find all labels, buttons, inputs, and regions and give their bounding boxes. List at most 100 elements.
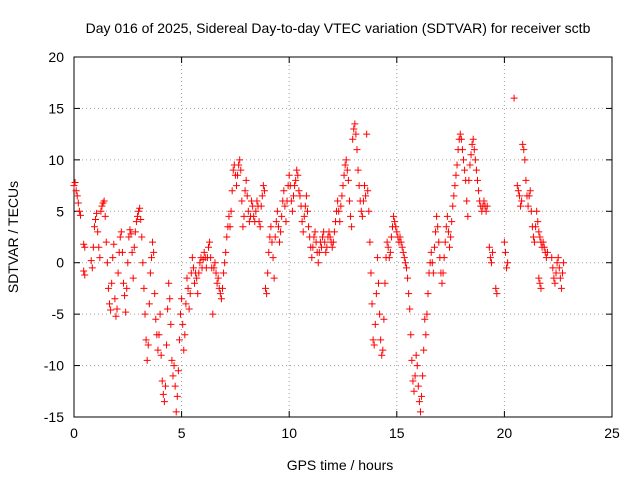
x-tick-label: 15 bbox=[389, 425, 405, 441]
data-point bbox=[492, 284, 500, 292]
data-point bbox=[122, 308, 130, 316]
data-point bbox=[400, 254, 408, 262]
data-point bbox=[81, 271, 89, 279]
data-point bbox=[103, 259, 111, 267]
data-point bbox=[166, 295, 174, 303]
data-point bbox=[415, 398, 423, 406]
data-point bbox=[167, 320, 175, 328]
data-point bbox=[330, 228, 338, 236]
data-point bbox=[464, 212, 472, 220]
data-point bbox=[296, 192, 304, 200]
data-point bbox=[225, 212, 233, 220]
data-point bbox=[443, 212, 451, 220]
data-point bbox=[493, 290, 501, 298]
data-point bbox=[376, 310, 384, 318]
data-point bbox=[385, 254, 393, 262]
data-point bbox=[102, 238, 110, 246]
data-point bbox=[390, 212, 398, 220]
data-point bbox=[285, 171, 293, 179]
data-point bbox=[269, 254, 277, 262]
data-point bbox=[209, 310, 217, 318]
data-point bbox=[244, 207, 252, 215]
data-point bbox=[383, 238, 391, 246]
data-point bbox=[534, 218, 542, 226]
data-point bbox=[112, 312, 120, 320]
data-point bbox=[451, 182, 459, 190]
data-point bbox=[539, 238, 547, 246]
data-point bbox=[340, 171, 348, 179]
data-point bbox=[256, 223, 264, 231]
data-point bbox=[361, 182, 369, 190]
data-point bbox=[444, 228, 452, 236]
data-point bbox=[133, 212, 141, 220]
data-point bbox=[432, 228, 440, 236]
data-point bbox=[238, 197, 246, 205]
data-point bbox=[194, 290, 202, 298]
data-point bbox=[531, 238, 539, 246]
x-tick-label: 5 bbox=[178, 425, 186, 441]
data-point bbox=[529, 233, 537, 241]
data-point bbox=[160, 398, 168, 406]
data-point bbox=[433, 212, 441, 220]
data-point bbox=[424, 290, 432, 298]
data-point bbox=[468, 140, 476, 148]
data-point bbox=[460, 156, 468, 164]
data-point bbox=[377, 336, 385, 344]
data-point bbox=[80, 267, 88, 275]
data-point bbox=[420, 346, 428, 354]
data-point bbox=[298, 218, 306, 226]
y-tick-label: 20 bbox=[48, 49, 64, 65]
data-point bbox=[371, 320, 379, 328]
data-point bbox=[175, 336, 183, 344]
data-point bbox=[170, 362, 178, 370]
data-point bbox=[359, 197, 367, 205]
data-point bbox=[342, 156, 350, 164]
data-point bbox=[168, 356, 176, 364]
data-point bbox=[487, 259, 495, 267]
data-point bbox=[409, 377, 417, 385]
data-point bbox=[123, 284, 131, 292]
data-point bbox=[277, 228, 285, 236]
data-point bbox=[75, 207, 83, 215]
data-point bbox=[143, 356, 151, 364]
data-point bbox=[136, 204, 144, 212]
data-point bbox=[310, 233, 318, 241]
data-point bbox=[182, 300, 190, 308]
data-point bbox=[155, 331, 163, 339]
data-point bbox=[430, 243, 438, 251]
data-point bbox=[114, 269, 122, 277]
data-point bbox=[469, 135, 477, 143]
data-point bbox=[427, 248, 435, 256]
data-point bbox=[96, 254, 104, 262]
axis-ticks: 0 5 10 15 20 25 -15 -10 -5 0 5 10 15 20 bbox=[44, 49, 620, 441]
data-point bbox=[524, 202, 532, 210]
data-point bbox=[405, 290, 413, 298]
data-point bbox=[384, 243, 392, 251]
data-point bbox=[412, 351, 420, 359]
data-point bbox=[406, 305, 414, 313]
data-point bbox=[311, 228, 319, 236]
data-point bbox=[161, 382, 169, 390]
data-point bbox=[223, 233, 231, 241]
data-point bbox=[367, 269, 375, 277]
data-point bbox=[532, 223, 540, 231]
data-point bbox=[149, 238, 157, 246]
data-point bbox=[270, 274, 278, 282]
data-point bbox=[95, 243, 103, 251]
data-point bbox=[80, 240, 88, 248]
data-point bbox=[207, 254, 215, 262]
data-point bbox=[70, 182, 78, 190]
data-point bbox=[152, 315, 160, 323]
data-point bbox=[135, 207, 143, 215]
data-point bbox=[97, 207, 105, 215]
data-point bbox=[259, 182, 267, 190]
data-point bbox=[141, 310, 149, 318]
data-point bbox=[475, 187, 483, 195]
data-point bbox=[555, 264, 563, 272]
data-point bbox=[185, 305, 193, 313]
data-point bbox=[457, 135, 465, 143]
data-point bbox=[229, 166, 237, 174]
data-point bbox=[179, 320, 187, 328]
data-point bbox=[236, 156, 244, 164]
data-point bbox=[130, 243, 138, 251]
